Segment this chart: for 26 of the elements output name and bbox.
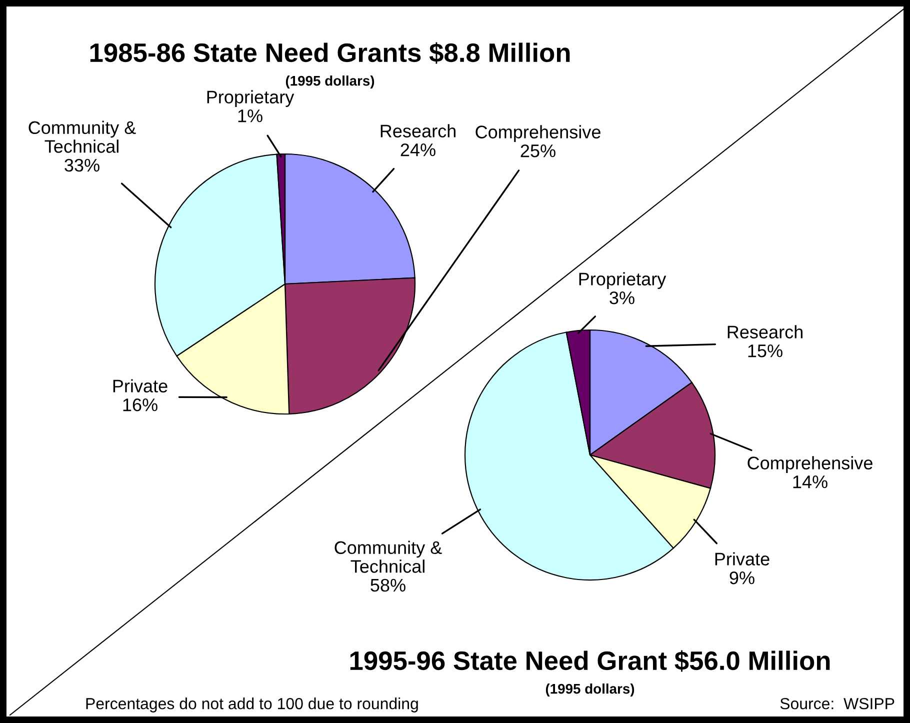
- text: (1995 dollars): [546, 684, 634, 696]
- data-label: 9%: [730, 571, 754, 584]
- data-label: 14%: [793, 476, 828, 488]
- slice-label: Private: [715, 552, 770, 566]
- slice-label: Community & Technical: [28, 120, 136, 153]
- text: 1995-96 State Need Grant $56.0 Million: [350, 650, 830, 672]
- slice-label: Comprehensive: [748, 456, 872, 474]
- data-label: 15%: [748, 344, 782, 358]
- data-label: 24%: [400, 143, 436, 156]
- chart-subtitle: (1995 dollars): [286, 76, 374, 88]
- data-label: 58%: [370, 578, 406, 592]
- slice-label: Proprietary: [207, 90, 294, 108]
- slice-label: Comprehensive: [476, 125, 600, 142]
- data-label: 25%: [520, 144, 556, 158]
- slice-label: Private: [113, 379, 168, 392]
- text: Percentages do not add to 100 due to rounding: [86, 698, 418, 712]
- slice-label: Research: [380, 124, 456, 138]
- slice-label: Proprietary: [579, 272, 666, 290]
- data-label: 1%: [238, 110, 262, 122]
- data-label: 3%: [610, 291, 634, 304]
- data-label: 33%: [64, 158, 100, 172]
- slice-label: Research: [728, 325, 802, 338]
- slice-label: Community & Technical: [334, 540, 442, 573]
- chart-title: 1985-86 State Need Grants $8.8 Million: [90, 42, 570, 64]
- source-note: Source: WSIPP: [780, 698, 894, 710]
- data-label: 16%: [123, 398, 158, 412]
